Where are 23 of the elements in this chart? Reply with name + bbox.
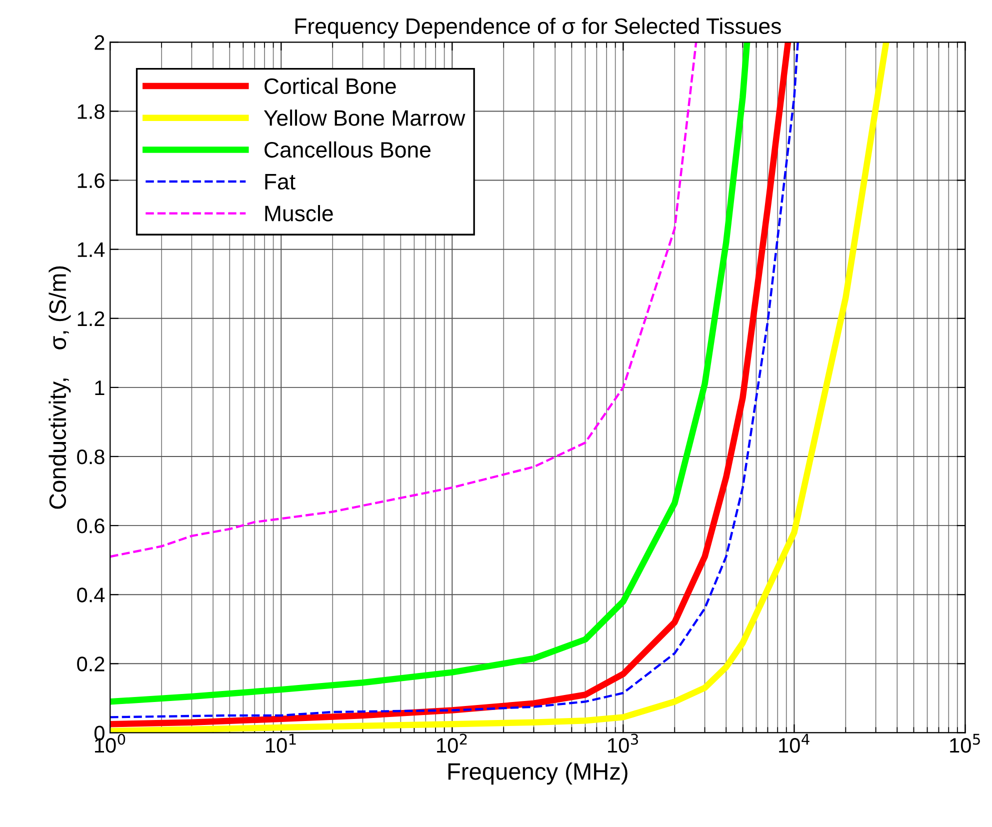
y-tick-label: 0.2 <box>77 656 104 672</box>
legend-label: Cortical Bone <box>264 78 396 94</box>
y-tick-label: 2 <box>94 35 104 50</box>
legend-label: Fat <box>265 174 296 190</box>
legend-label: Yellow Bone Marrow <box>264 110 466 126</box>
chart-title: Frequency Dependence of σ for Selected Tissues <box>295 18 781 38</box>
x-tick-label: 10$^{5}$ <box>950 734 980 753</box>
y-tick-label: 0.4 <box>77 588 105 602</box>
y-tick-label: 0.6 <box>77 518 104 534</box>
legend-label: Cancellous Bone <box>264 141 430 158</box>
y-axis-title: Conductivity, σ, (S/m) <box>48 266 71 509</box>
x-tick-label: 10$^{3}$ <box>608 734 638 753</box>
y-tick-label: 1.6 <box>78 173 104 188</box>
y-tick-label: 1.8 <box>78 104 104 119</box>
x-tick-label: 10$^{2}$ <box>437 734 467 753</box>
y-tick-label: 1.4 <box>78 242 105 257</box>
x-tick-label: 10$^{4}$ <box>779 734 810 753</box>
x-tick-label: 10$^{1}$ <box>266 734 296 753</box>
x-axis-title: Frequency (MHz) <box>448 762 628 785</box>
y-tick-label: 1.2 <box>78 311 104 326</box>
legend-label: Muscle <box>265 205 333 222</box>
y-tick-label: 0.8 <box>77 450 104 464</box>
y-tick-label: 1 <box>95 380 104 395</box>
